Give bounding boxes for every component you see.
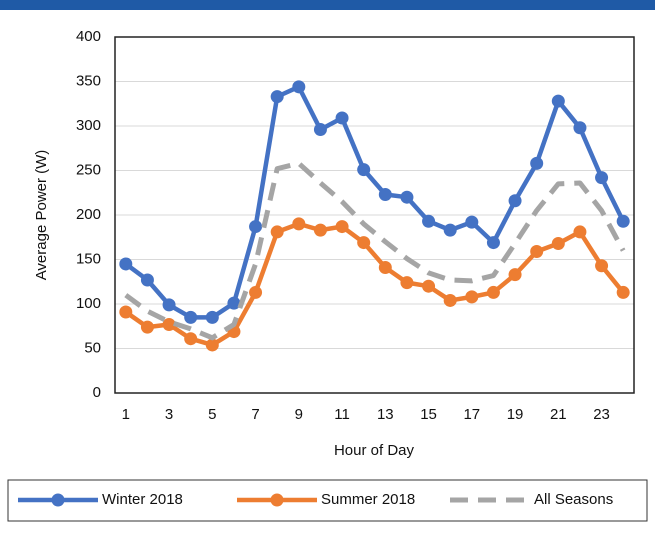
data-point [443, 293, 457, 307]
data-point [616, 214, 630, 228]
x-tick-label: 21 [550, 406, 567, 423]
y-tick-label: 100 [76, 295, 101, 312]
legend-label: Summer 2018 [321, 491, 415, 508]
data-point [400, 190, 414, 204]
data-point [616, 285, 630, 299]
x-tick-label: 3 [165, 406, 173, 423]
plot-border [114, 36, 635, 394]
legend-label: All Seasons [534, 491, 613, 508]
data-point [162, 298, 176, 312]
data-point [119, 257, 133, 271]
data-point [551, 236, 565, 250]
y-tick-label: 250 [76, 161, 101, 178]
data-point [184, 310, 198, 324]
data-point [270, 225, 284, 239]
x-tick-label: 23 [593, 406, 610, 423]
data-point [162, 317, 176, 331]
data-point [573, 121, 587, 135]
x-tick-label: 9 [295, 406, 303, 423]
data-point [573, 225, 587, 239]
data-point [508, 194, 522, 208]
data-point [357, 236, 371, 250]
series-line [124, 160, 626, 341]
x-tick-label: 1 [122, 406, 130, 423]
y-tick-label: 150 [76, 250, 101, 267]
data-point [465, 215, 479, 229]
data-point [595, 259, 609, 273]
data-point [184, 332, 198, 346]
y-tick-label: 300 [76, 117, 101, 134]
x-tick-label: 19 [507, 406, 524, 423]
data-point [249, 285, 263, 299]
x-axis-label: Hour of Day [334, 442, 415, 459]
data-point [357, 163, 371, 177]
y-tick-label: 350 [76, 72, 101, 89]
data-point [486, 236, 500, 250]
data-point [140, 273, 154, 287]
x-tick-label: 13 [377, 406, 394, 423]
data-point [205, 338, 219, 352]
data-point [595, 171, 609, 185]
data-point [422, 214, 436, 228]
y-tick-label: 0 [93, 384, 101, 401]
data-point [313, 223, 327, 237]
legend-label: Winter 2018 [102, 491, 183, 508]
legend-box [7, 479, 648, 522]
data-point [335, 111, 349, 125]
data-point [205, 310, 219, 324]
x-tick-label: 17 [463, 406, 480, 423]
data-point [227, 296, 241, 310]
legend-marker [51, 493, 65, 507]
y-tick-label: 50 [84, 339, 101, 356]
x-tick-label: 15 [420, 406, 437, 423]
data-point [249, 220, 263, 234]
data-point [119, 305, 133, 319]
data-point [292, 80, 306, 94]
x-tick-label: 11 [334, 406, 350, 423]
y-tick-label: 400 [76, 28, 101, 45]
y-axis-label: Average Power (W) [33, 150, 50, 281]
data-point [551, 94, 565, 108]
data-point [530, 156, 544, 170]
series-line [124, 221, 625, 348]
data-point [508, 268, 522, 282]
data-point [292, 217, 306, 231]
data-point [378, 188, 392, 202]
data-point [400, 276, 414, 290]
data-point [443, 223, 457, 237]
data-point [378, 261, 392, 275]
y-tick-label: 200 [76, 206, 101, 223]
data-point [313, 123, 327, 137]
legend-marker [270, 493, 284, 507]
data-point [465, 290, 479, 304]
data-point [486, 285, 500, 299]
data-point [270, 90, 284, 104]
data-point [335, 220, 349, 234]
data-point [422, 279, 436, 293]
x-tick-label: 7 [251, 406, 259, 423]
data-point [530, 244, 544, 258]
x-tick-label: 5 [208, 406, 216, 423]
series-line [124, 84, 626, 320]
header-band [0, 0, 655, 10]
data-point [140, 320, 154, 334]
